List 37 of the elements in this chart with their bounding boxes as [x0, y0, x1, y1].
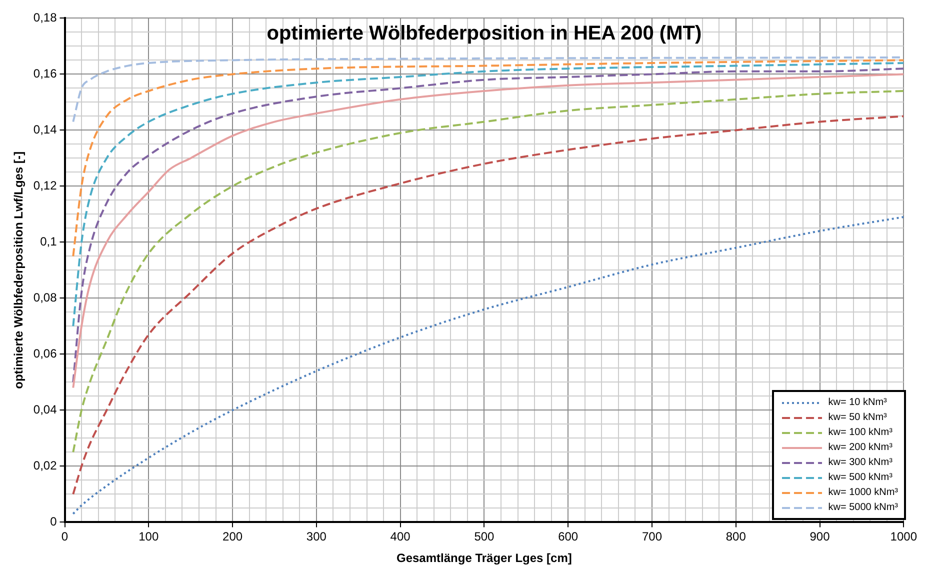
y-tick-label: 0,12 — [33, 178, 58, 193]
x-tick-label: 100 — [138, 530, 159, 544]
y-tick-label: 0,16 — [33, 66, 58, 81]
y-tick-label: 0,04 — [33, 402, 58, 417]
legend-label: kw= 10 kNm³ — [828, 396, 887, 410]
y-tick-label: 0,18 — [33, 10, 58, 25]
legend-label: kw= 300 kNm³ — [828, 456, 892, 470]
x-tick-label: 400 — [390, 530, 411, 544]
x-tick-label: 500 — [474, 530, 495, 544]
y-tick-label: 0,08 — [33, 290, 58, 305]
line-series — [72, 62, 904, 328]
y-tick-label: 0 — [50, 514, 58, 529]
y-tick-label: 0,02 — [33, 458, 58, 473]
x-tick-label: 800 — [726, 530, 746, 544]
x-tick-label: 1000 — [890, 530, 918, 544]
line-series — [72, 216, 904, 515]
legend-label: kw= 200 kNm³ — [828, 441, 892, 455]
y-tick-label: 0,1 — [40, 234, 58, 249]
legend-label: kw= 5000 kNm³ — [828, 501, 898, 515]
y-tick-label: 0,06 — [33, 346, 58, 361]
x-axis-title: Gesamtlänge Träger Lges [cm] — [396, 551, 572, 566]
x-tick-label: 0 — [61, 530, 68, 544]
line-series — [72, 90, 904, 454]
legend-label: kw= 100 kNm³ — [828, 426, 892, 440]
x-tick-label: 200 — [222, 530, 243, 544]
x-tick-label: 900 — [810, 530, 830, 544]
line-series — [72, 59, 904, 258]
x-tick-label: 300 — [306, 530, 327, 544]
line-series — [72, 115, 904, 496]
legend-label: kw= 500 kNm³ — [828, 471, 892, 485]
y-tick-label: 0,14 — [33, 122, 58, 137]
chart-title: optimierte Wölbfederposition in HEA 200 (MT) — [266, 22, 702, 45]
legend-label: kw= 1000 kNm³ — [828, 486, 898, 500]
x-tick-label: 700 — [642, 530, 662, 544]
y-axis-title: optimierte Wölbfederposition Lwf/Lges [-] — [12, 152, 26, 389]
x-tick-label: 600 — [558, 530, 578, 544]
legend-label: kw= 50 kNm³ — [828, 411, 887, 425]
